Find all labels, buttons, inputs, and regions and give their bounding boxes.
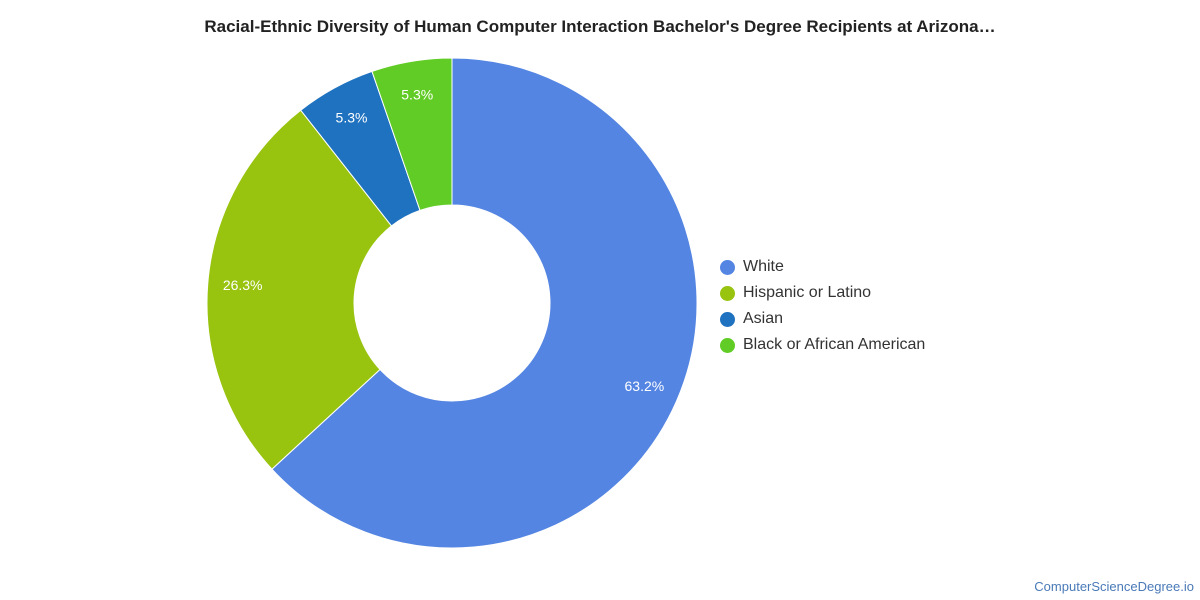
slice-label: 5.3% [401,87,433,103]
slice-label: 63.2% [625,378,665,394]
legend-swatch [720,311,735,327]
slice-hispanic-or-latino[interactable] [206,109,393,470]
slice-black-or-african-american[interactable] [371,57,453,212]
chart-legend: White Hispanic or Latino Asian Black or Afr… [720,254,925,358]
legend-item[interactable]: Black or African American [720,332,925,358]
source-credit[interactable]: ComputerScienceDegree.io [1034,579,1194,594]
legend-swatch [720,337,735,353]
slice-white[interactable] [271,57,698,549]
legend-swatch [720,285,735,301]
legend-label: White [743,258,784,275]
slice-label: 26.3% [223,277,263,293]
legend-swatch [720,259,735,275]
legend-item[interactable]: White [720,254,925,280]
legend-label: Black or African American [743,336,926,353]
legend-item[interactable]: Asian [720,306,925,332]
legend-label: Hispanic or Latino [743,284,872,301]
slice-label: 5.3% [336,109,368,125]
chart-title: Racial-Ethnic Diversity of Human Compute… [204,17,996,36]
legend-item[interactable]: Hispanic or Latino [720,280,925,306]
legend-label: Asian [743,310,784,327]
